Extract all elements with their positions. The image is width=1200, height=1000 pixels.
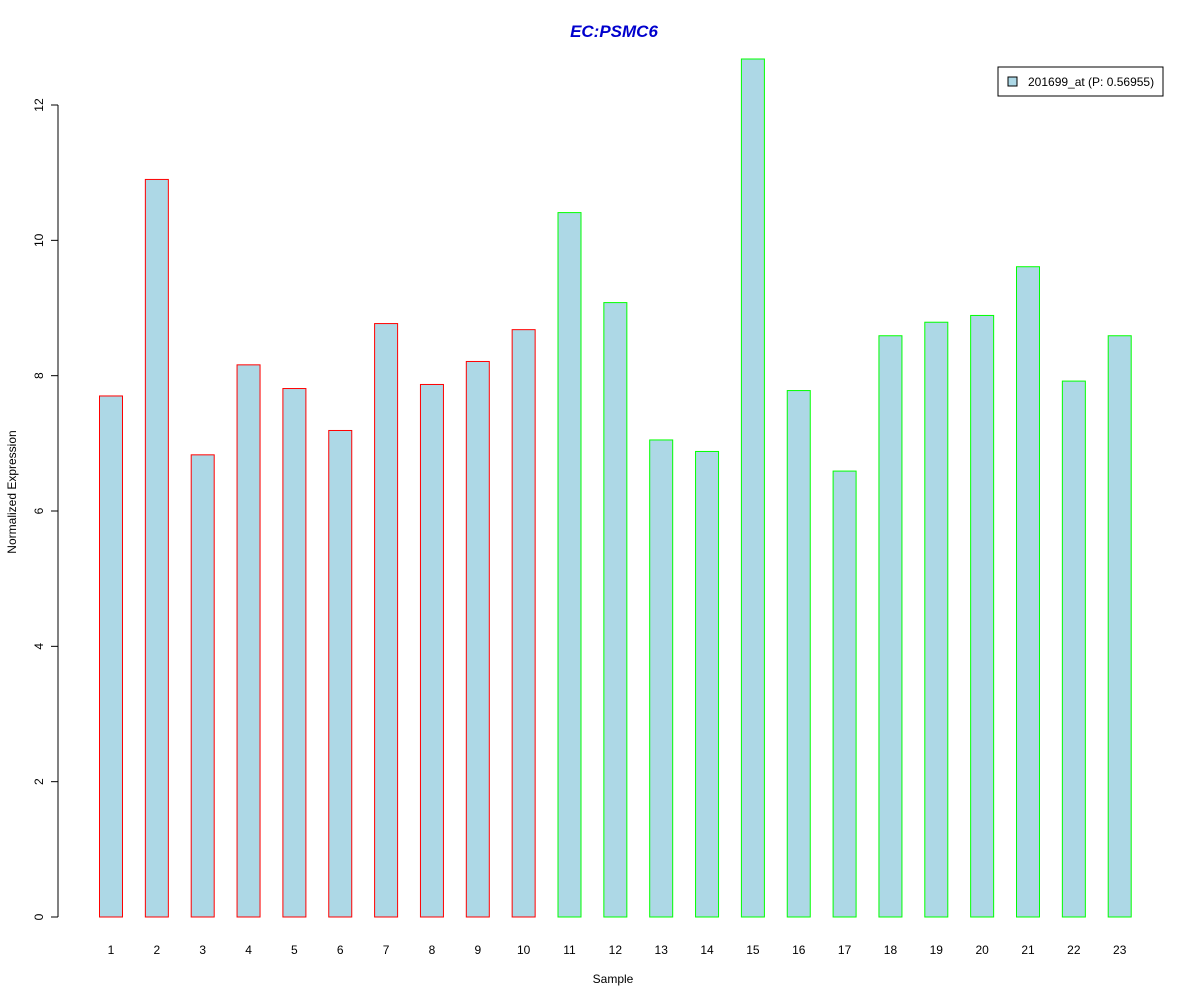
bar-sample-10 [511,329,536,918]
y-tick-label: 8 [32,372,46,379]
x-tick-label: 7 [383,943,390,957]
y-tick-label: 6 [32,507,46,514]
bar-sample-15 [740,58,765,918]
x-tick-labels: 1 2 3 4 5 6 7 8 9 10 11 12 13 14 15 16 17 18 19 20 21 22 23 [108,943,1127,957]
x-tick-label: 2 [154,943,161,957]
x-tick-label: 12 [609,943,623,957]
bar-sample-7 [374,323,399,918]
x-tick-label: 14 [700,943,714,957]
y-tick-label: 2 [32,778,46,785]
bar-sample-3 [190,454,215,918]
y-tick-label: 10 [32,233,46,247]
chart-title: EC:PSMC6 [570,22,658,41]
bar-sample-6 [328,429,353,918]
x-tick-label: 13 [655,943,669,957]
legend-label: 201699_at (P: 0.56955) [1028,75,1154,89]
bar-sample-9 [465,360,490,918]
legend: 201699_at (P: 0.56955) [997,66,1164,97]
bar-sample-11 [557,212,582,918]
bar-sample-14 [695,450,720,918]
y-tick-label: 0 [32,913,46,920]
bar-sample-23 [1107,335,1132,918]
x-tick-label: 17 [838,943,852,957]
x-tick-label: 11 [563,943,576,957]
bar-sample-4 [236,364,261,918]
x-tick-label: 6 [337,943,344,957]
bar-sample-20 [970,314,995,918]
x-tick-label: 19 [930,943,944,957]
bar-sample-8 [419,383,444,918]
bar-sample-16 [786,390,811,918]
x-tick-label: 23 [1113,943,1127,957]
legend-swatch [1007,76,1018,87]
x-tick-label: 8 [429,943,436,957]
x-tick-label: 5 [291,943,298,957]
x-tick-label: 15 [746,943,760,957]
y-axis: 0 2 4 6 8 10 12 [32,98,59,920]
bar-sample-12 [603,302,628,918]
x-tick-label: 1 [108,943,115,957]
bar-sample-21 [1016,266,1040,918]
x-tick-label: 18 [884,943,898,957]
bar-sample-22 [1061,380,1086,918]
x-tick-label: 16 [792,943,806,957]
bar-sample-5 [282,388,307,918]
bar-sample-19 [924,321,949,918]
x-tick-label: 3 [199,943,206,957]
legend-box [997,66,1164,97]
y-tick-label: 12 [32,98,46,112]
bar-sample-18 [878,335,903,918]
bar-sample-17 [832,470,857,918]
y-tick-label: 4 [32,643,46,650]
x-tick-label: 4 [245,943,252,957]
x-axis-title: Sample [593,972,634,986]
x-tick-label: 20 [975,943,989,957]
bars [99,58,1132,918]
y-axis-title: Normalized Expression [5,430,19,553]
x-tick-label: 10 [517,943,531,957]
bar-sample-2 [144,178,169,918]
x-tick-label: 21 [1021,943,1035,957]
bar-sample-1 [99,395,123,918]
x-tick-label: 9 [474,943,481,957]
x-tick-label: 22 [1067,943,1081,957]
bar-sample-13 [649,439,674,918]
